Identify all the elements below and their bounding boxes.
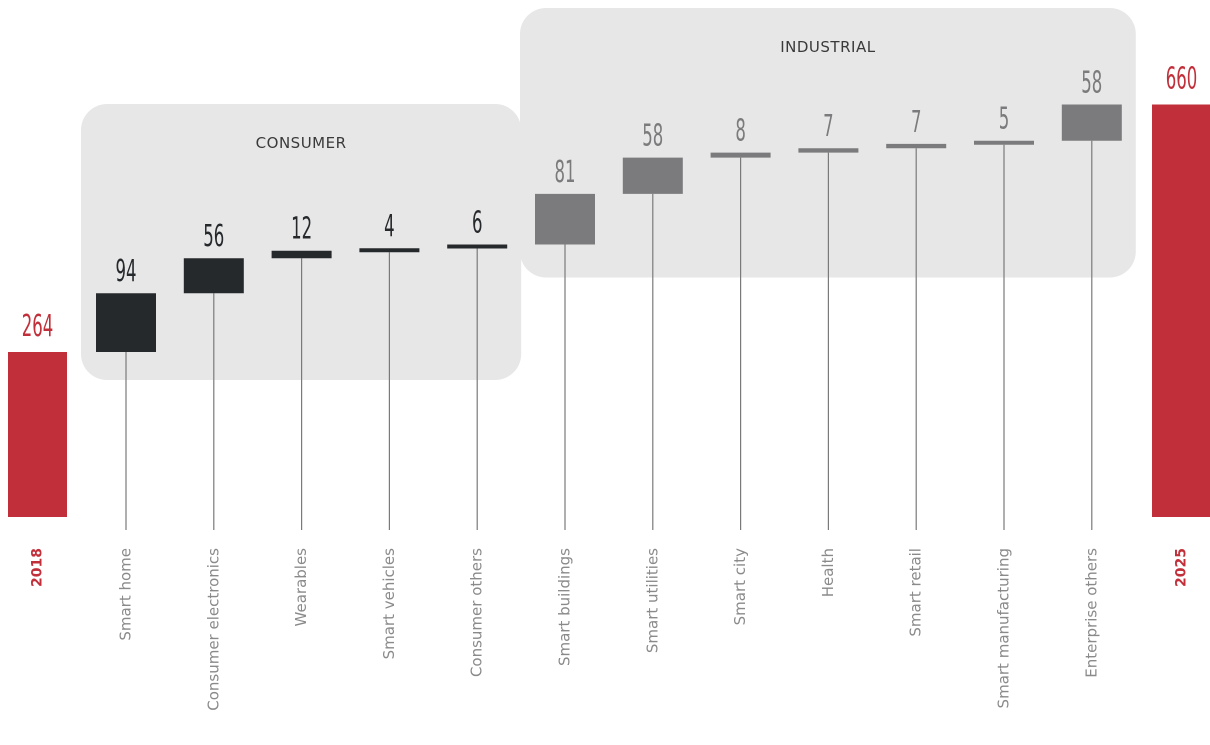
bar-consumer-others [447, 244, 508, 249]
value-label-smart-buildings: 81 [555, 155, 576, 190]
bar-smart-utilities [622, 157, 683, 194]
bar-consumer-electronics [183, 258, 244, 294]
total-value-label-2018: 264 [22, 309, 53, 344]
group-label-industrial: INDUSTRIAL [780, 38, 875, 56]
category-label-smart-vehicles: Smart vehicles [380, 548, 398, 660]
category-label-smart-buildings: Smart buildings [556, 548, 574, 666]
category-label-smart-retail: Smart retail [907, 548, 925, 637]
value-label-smart-manufacturing: 5 [999, 101, 1009, 136]
bar-smart-manufacturing [974, 140, 1034, 145]
value-label-smart-retail: 7 [911, 105, 921, 140]
bar-smart-buildings [535, 193, 595, 245]
total-value-label-2025: 660 [1166, 61, 1197, 96]
group-panel-consumer [81, 104, 522, 380]
bar-enterprise-others [1061, 104, 1122, 141]
category-label-consumer-others: Consumer others [468, 548, 486, 677]
year-label-2018: 2018 [30, 548, 46, 587]
total-bar-2025 [1152, 104, 1210, 517]
value-label-wearables: 12 [291, 211, 312, 246]
bar-smart-home [96, 293, 156, 352]
value-label-health: 7 [823, 109, 833, 144]
category-label-smart-manufacturing: Smart manufacturing [995, 548, 1013, 708]
group-panel-industrial [520, 8, 1136, 278]
category-label-wearables: Wearables [292, 548, 310, 627]
value-label-enterprise-others: 58 [1081, 65, 1102, 100]
category-label-consumer-electronics: Consumer electronics [204, 548, 222, 711]
year-label-2025: 2025 [1174, 548, 1190, 587]
value-label-smart-home: 94 [116, 254, 137, 289]
bar-wearables [271, 250, 332, 259]
value-label-consumer-electronics: 56 [203, 219, 224, 254]
group-backgrounds [81, 8, 1136, 380]
category-label-enterprise-others: Enterprise others [1082, 548, 1100, 678]
bars [8, 104, 1210, 517]
group-label-consumer: CONSUMER [256, 134, 347, 152]
category-label-smart-city: Smart city [731, 548, 749, 625]
labels: CONSUMER INDUSTRIAL 264 2018 660 2025 94 Smart … [22, 38, 1197, 711]
bar-smart-city [710, 152, 771, 158]
value-label-smart-city: 8 [735, 113, 745, 148]
bar-smart-retail [886, 143, 947, 149]
connector-lines [125, 140, 1093, 530]
value-label-consumer-others: 6 [472, 205, 482, 240]
bar-health [798, 148, 859, 153]
category-label-smart-home: Smart home [117, 548, 135, 641]
category-label-health: Health [819, 548, 837, 597]
value-label-smart-utilities: 58 [642, 118, 663, 153]
bar-smart-vehicles [359, 248, 420, 253]
value-label-smart-vehicles: 4 [384, 209, 394, 244]
category-label-smart-utilities: Smart utilities [643, 548, 661, 653]
total-bar-2018 [8, 352, 67, 517]
